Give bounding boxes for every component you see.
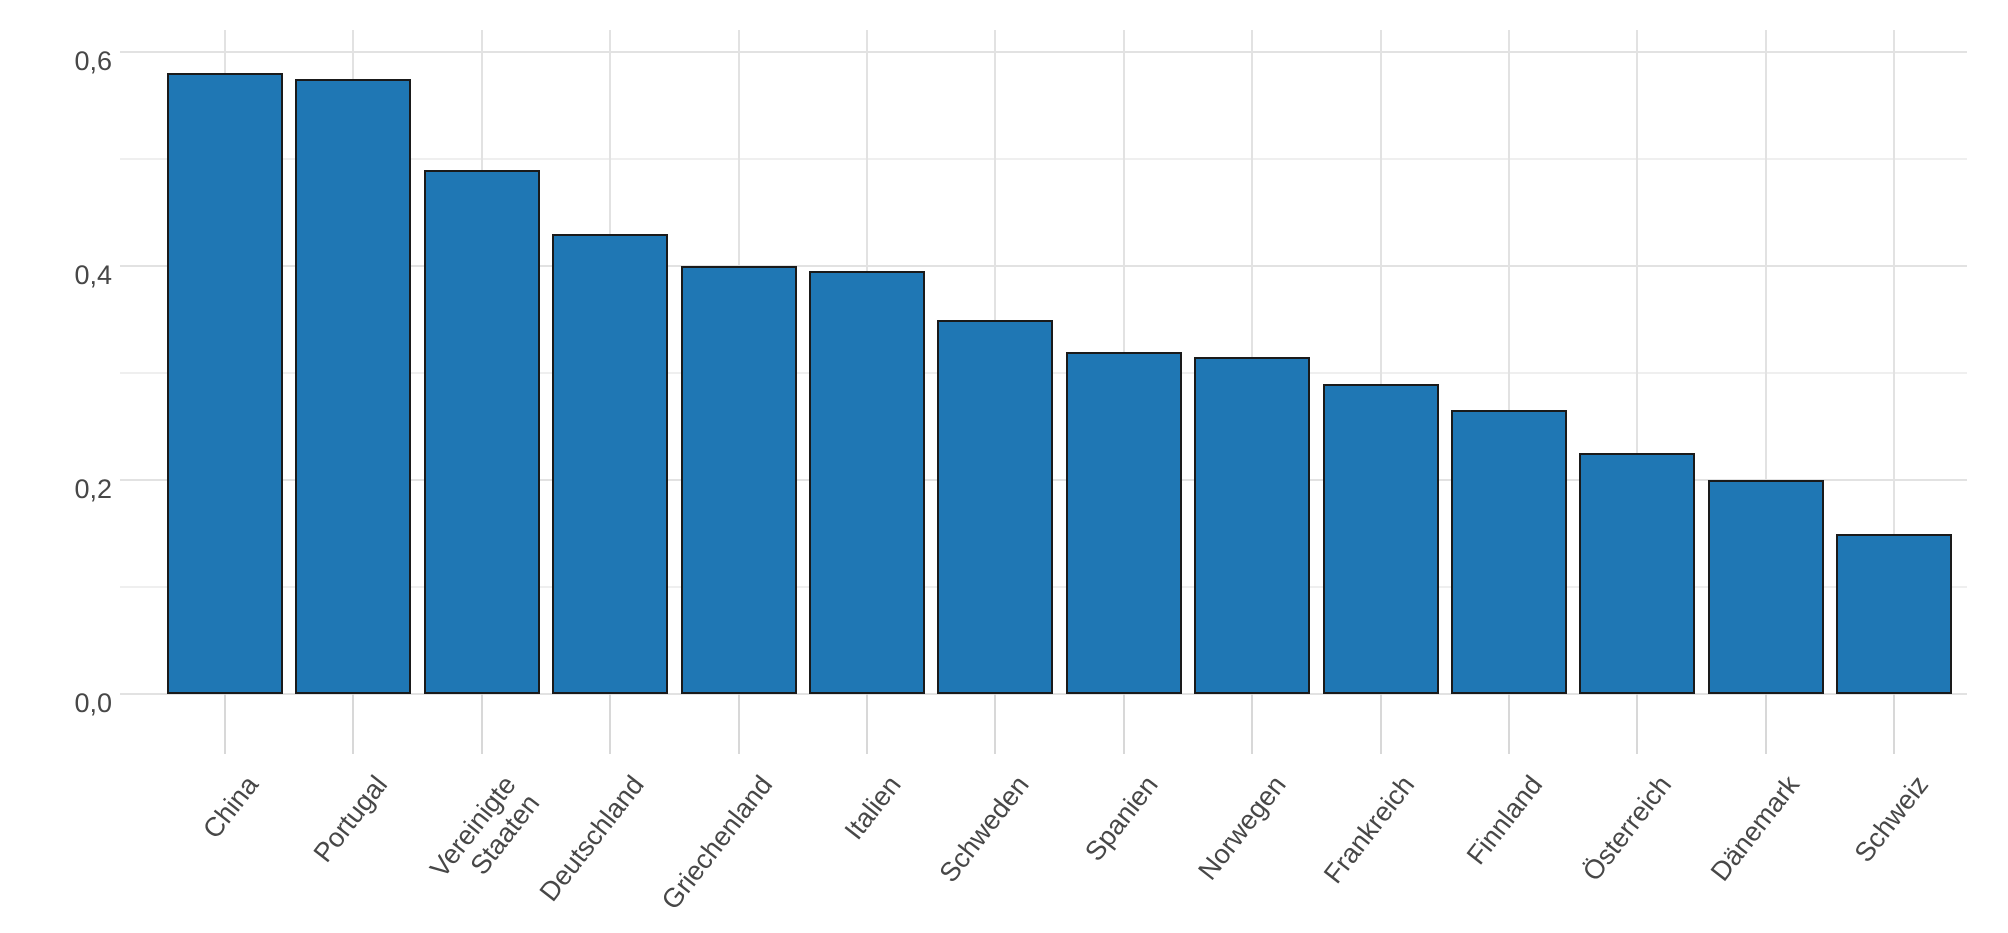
x-tick-label-spanien: Spanien — [1078, 770, 1164, 867]
bar-deutschland — [552, 233, 669, 694]
x-tick-mark — [480, 694, 483, 754]
bar-italien — [809, 271, 925, 694]
x-tick-label-portugal: Portugal — [307, 770, 394, 868]
x-gridline — [1379, 30, 1382, 694]
bar-griechenland — [680, 266, 797, 694]
bar-portugal — [295, 78, 412, 694]
x-tick-label-schweiz: Schweiz — [1848, 770, 1934, 868]
x-tick-label-italien: Italien — [838, 770, 907, 846]
y-tick-label: 0,2 — [74, 474, 112, 504]
y-major-gridline — [120, 693, 1967, 695]
y-major-gridline — [120, 265, 1967, 267]
x-tick-mark — [1508, 694, 1510, 754]
bar-norwegen — [1194, 356, 1311, 694]
y-minor-gridline — [120, 158, 1967, 160]
y-tick-label: 0,0 — [74, 688, 112, 718]
x-gridline — [1508, 30, 1510, 694]
x-tick-label-österreich: Österreich — [1576, 770, 1678, 887]
x-tick-mark — [866, 694, 868, 754]
bar-schweiz — [1836, 533, 1953, 694]
x-tick-mark — [1379, 694, 1382, 754]
bar-vereinigte-staaten — [423, 169, 540, 694]
x-tick-label-norwegen: Norwegen — [1192, 770, 1292, 886]
bar-schweden — [937, 319, 1054, 694]
x-tick-mark — [352, 694, 355, 754]
x-tick-label-schweden: Schweden — [933, 770, 1036, 888]
bar-österreich — [1579, 453, 1696, 694]
x-tick-mark — [1122, 694, 1125, 754]
x-tick-mark — [1636, 694, 1639, 754]
x-tick-mark — [994, 694, 997, 754]
x-tick-label-china: China — [197, 770, 265, 845]
y-tick-label: 0,6 — [74, 46, 112, 76]
x-gridline — [1636, 30, 1639, 694]
x-gridline — [1893, 30, 1896, 694]
bar-finnland — [1451, 410, 1567, 694]
x-tick-mark — [1893, 694, 1896, 754]
x-tick-mark — [609, 694, 612, 754]
bar-frankreich — [1322, 383, 1439, 694]
x-tick-label-finnland: Finnland — [1461, 770, 1549, 871]
x-tick-mark — [1764, 694, 1767, 754]
bar-dänemark — [1707, 480, 1824, 694]
x-tick-mark — [224, 694, 226, 754]
x-gridline — [1764, 30, 1767, 694]
x-tick-mark — [737, 694, 740, 754]
y-tick-label: 0,4 — [74, 260, 112, 290]
bar-spanien — [1065, 351, 1182, 694]
x-tick-label-griechenland: Griechenland — [655, 770, 779, 916]
x-tick-label-frankreich: Frankreich — [1318, 770, 1421, 889]
x-tick-label-dänemark: Dänemark — [1705, 770, 1806, 887]
x-tick-label-deutschland: Deutschland — [533, 770, 650, 907]
bar-china — [167, 73, 283, 694]
x-tick-label-vereinigte-staaten: Vereinigte Staaten — [423, 770, 546, 884]
y-major-gridline — [120, 51, 1967, 53]
x-tick-mark — [1251, 694, 1254, 754]
